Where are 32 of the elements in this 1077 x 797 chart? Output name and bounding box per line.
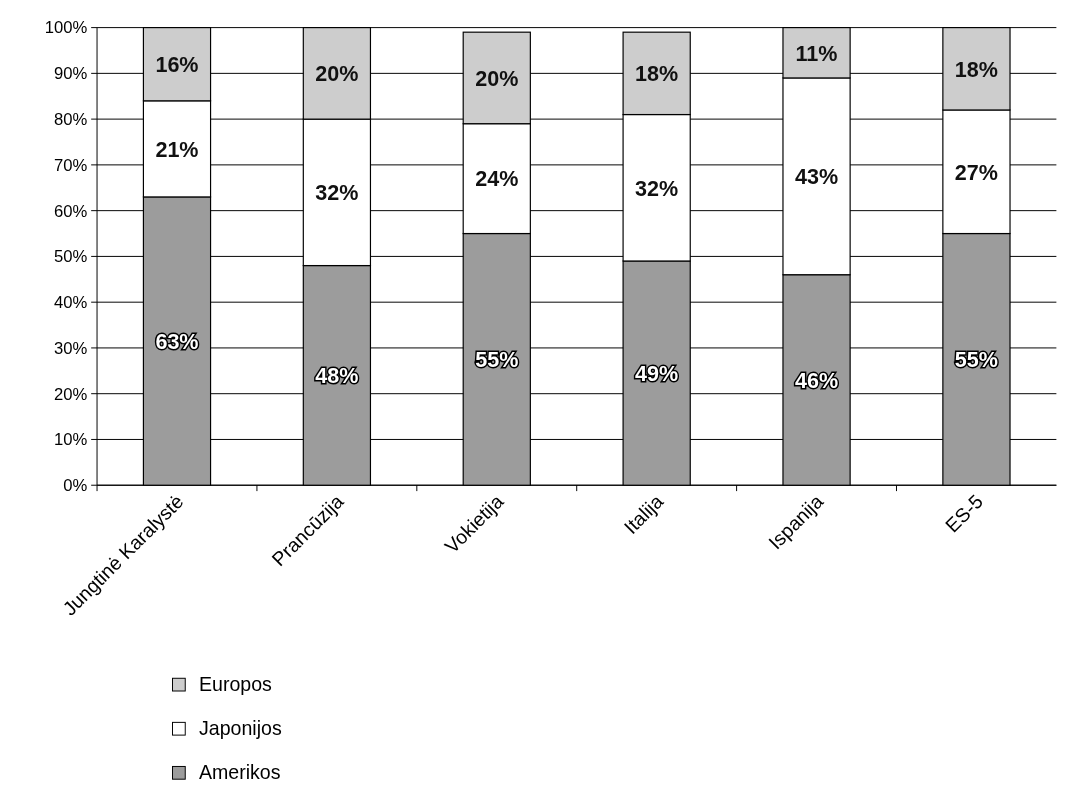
data-label: 20%	[475, 65, 519, 91]
y-tick-label: 0%	[63, 476, 88, 496]
data-label: 32%	[315, 180, 359, 206]
y-tick-label: 30%	[53, 338, 88, 358]
data-label: 18%	[954, 56, 999, 82]
data-label: 21%	[155, 136, 199, 162]
data-label: 32%	[635, 175, 679, 201]
y-tick-label: 60%	[53, 201, 88, 221]
data-label: 24%	[475, 166, 519, 192]
data-label: 18%	[635, 61, 679, 87]
data-label: 46%	[794, 367, 839, 393]
data-label: 16%	[155, 52, 199, 78]
y-tick-label: 50%	[53, 247, 88, 267]
data-label: 27%	[954, 159, 999, 185]
data-label: 55%	[475, 347, 519, 373]
data-label: 55%	[954, 347, 999, 373]
legend-label: Japonijos	[198, 717, 282, 740]
data-label: 20%	[315, 61, 359, 87]
data-label: 43%	[794, 164, 839, 190]
y-tick-label: 10%	[53, 430, 88, 450]
legend-label: Europos	[198, 673, 273, 696]
legend-label: Amerikos	[198, 761, 281, 784]
y-tick-label: 20%	[53, 384, 88, 404]
y-tick-label: 40%	[53, 293, 88, 313]
y-tick-label: 100%	[44, 18, 88, 38]
data-label: 48%	[315, 363, 359, 389]
data-label: 49%	[635, 360, 679, 386]
y-tick-label: 80%	[53, 110, 88, 129]
data-label: 11%	[795, 40, 838, 66]
data-label: 63%	[155, 328, 199, 354]
y-tick-label: 90%	[53, 64, 88, 84]
y-tick-label: 70%	[53, 155, 88, 175]
